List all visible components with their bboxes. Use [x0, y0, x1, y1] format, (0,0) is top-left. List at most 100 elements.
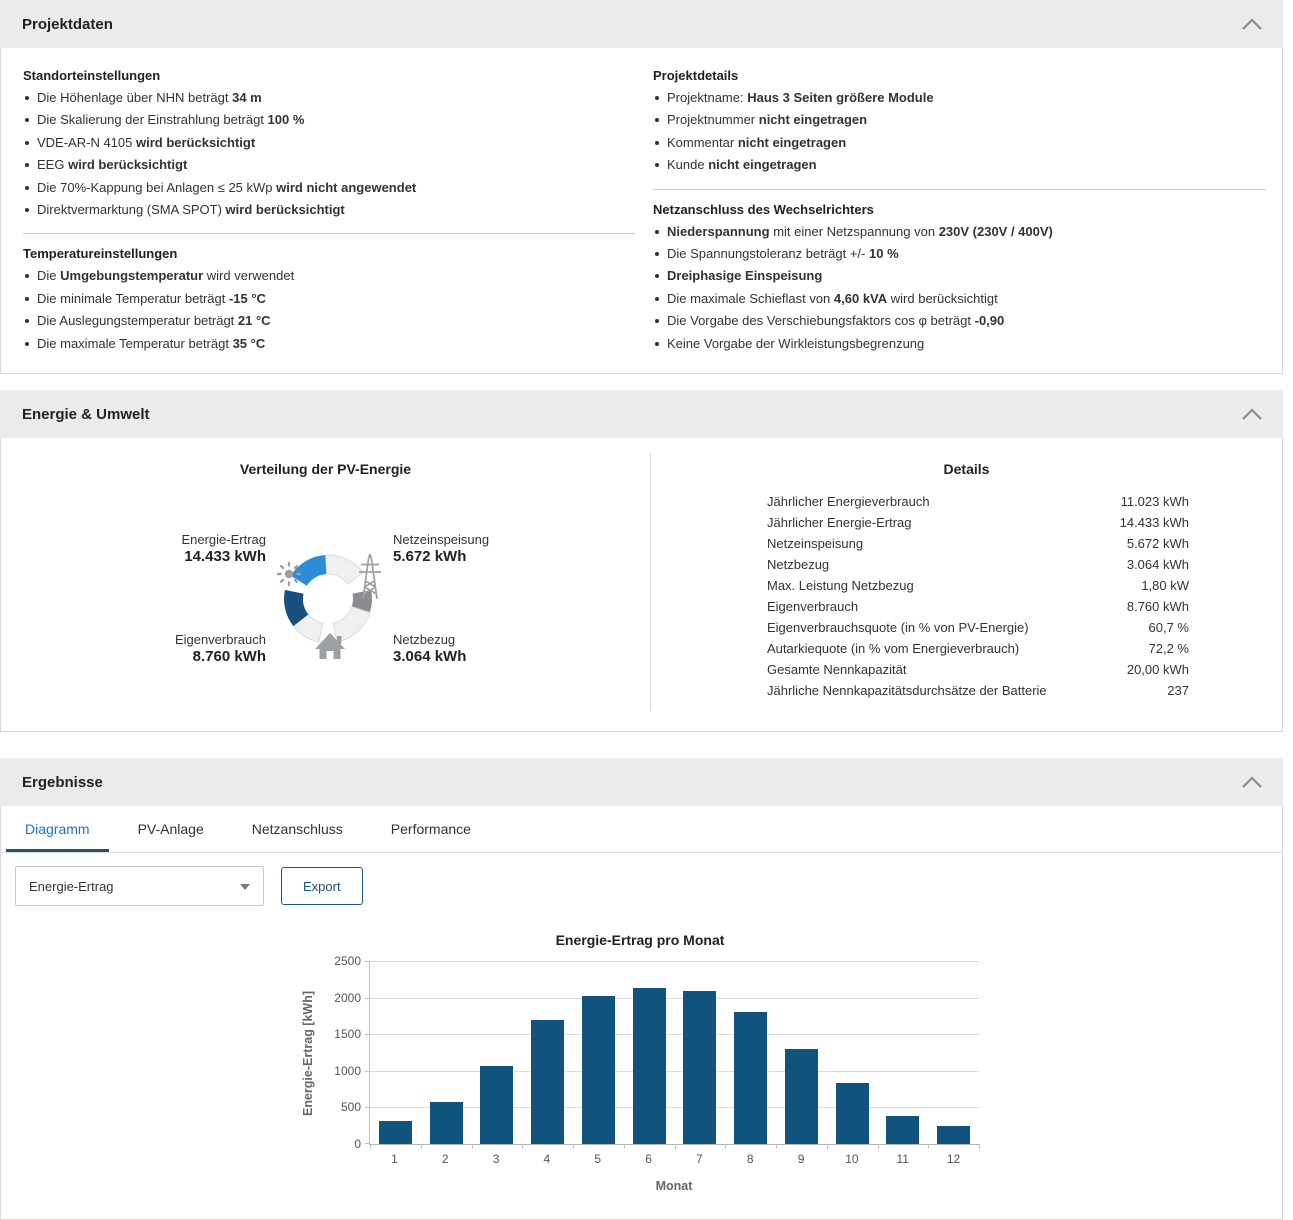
collapse-ergebnisse-button[interactable]: [1241, 776, 1263, 789]
tab-pv-anlage[interactable]: PV-Anlage: [137, 821, 204, 838]
bar-slot: [675, 962, 726, 1145]
bar-month-11: [886, 1116, 920, 1145]
x-tick-mark: [623, 1144, 625, 1150]
x-tick-mark: [725, 1144, 727, 1150]
details-row-label: Netzeinspeisung: [767, 536, 864, 552]
ergebnisse-body: Diagramm PV-Anlage Netzanschluss Performanc…: [0, 806, 1283, 1220]
temperatur-list: Die Umgebungstemperatur wird verwendet Di…: [23, 265, 635, 355]
chevron-up-icon: [1242, 408, 1262, 420]
bar-month-10: [835, 1082, 869, 1145]
bullet-item: Niederspannung mit einer Netzspannung vo…: [653, 221, 1266, 243]
x-axis-title: Monat: [655, 1179, 693, 1194]
bullet-item: Die Spannungstoleranz beträgt +/- 10 %: [653, 243, 1266, 265]
bullet-item: Die Skalierung der Einstrahlung beträgt …: [23, 109, 635, 131]
x-tick-mark: [573, 1144, 574, 1150]
x-tick-mark: [776, 1144, 777, 1150]
projektdaten-header: Projektdaten: [0, 0, 1283, 48]
details-row: Jährlicher Energie-Ertrag 14.433 kWh: [767, 512, 1189, 533]
x-tick-label: 1: [391, 1152, 398, 1167]
chart-type-select-value: Energie-Ertrag: [29, 878, 114, 894]
donut-title: Verteilung der PV-Energie: [239, 461, 412, 478]
bullet-item: VDE-AR-N 4105 wird berücksichtigt: [23, 132, 635, 154]
bar-month-2: [429, 1102, 463, 1145]
energie-body: Verteilung der PV-Energie: [0, 438, 1283, 733]
x-axis-labels: 1 2 3 4 5 6 7 8 9 10 11 12: [369, 1145, 979, 1166]
y-tick-mark: [365, 1034, 370, 1036]
details-row-value: 14.433 kWh: [1119, 515, 1189, 531]
gridline: [370, 1070, 979, 1072]
energie-title: Energie & Umwelt: [22, 405, 150, 423]
details-row: Netzbezug 3.064 kWh: [767, 554, 1189, 575]
plot-area: 0 500 1000 1500 2000 2500: [334, 954, 980, 1151]
details-row-value: 3.064 kWh: [1126, 557, 1189, 573]
x-tick-mark: [420, 1144, 422, 1150]
donut-segment: [351, 589, 372, 613]
y-tick-mark: [365, 1143, 370, 1145]
bar-slot: [878, 962, 929, 1145]
donut-segment: [290, 555, 327, 586]
x-tick-label: 3: [492, 1152, 500, 1167]
tab-netzanschluss[interactable]: Netzanschluss: [251, 821, 343, 838]
details-row-label: Eigenverbrauch: [767, 599, 859, 615]
bullet-item: Projektnummer nicht eingetragen: [653, 109, 1266, 131]
chart-controls: Energie-Ertrag Export: [1, 853, 1282, 907]
details-row-value: 20,00 kWh: [1126, 662, 1189, 678]
details-title: Details: [943, 461, 990, 478]
results-tabbar: Diagramm PV-Anlage Netzanschluss Performanc…: [1, 806, 1282, 854]
details-row: Max. Leistung Netzbezug 1,80 kW: [767, 575, 1189, 596]
bullet-item: Direktvermarktung (SMA SPOT) wird berück…: [23, 199, 635, 221]
x-tick-label: 4: [543, 1152, 551, 1167]
projektdaten-title: Projektdaten: [22, 15, 113, 33]
details-row: Jährlicher Energieverbrauch 11.023 kWh: [767, 491, 1189, 512]
x-tick-mark: [471, 1144, 473, 1150]
x-tick-label: 11: [896, 1152, 909, 1167]
x-tick-mark: [826, 1144, 828, 1150]
pv-distribution-donut: [276, 553, 381, 660]
y-tick-label: 0: [354, 1137, 361, 1152]
y-axis-title: Energie-Ertrag [kWh]: [301, 991, 315, 1117]
y-tick-mark: [365, 1107, 370, 1109]
export-button[interactable]: Export: [281, 867, 363, 906]
details-row: Eigenverbrauch 8.760 kWh: [767, 596, 1189, 617]
bar-month-5: [581, 996, 615, 1145]
bar-month-7: [683, 991, 717, 1145]
x-tick-label: 5: [594, 1152, 602, 1167]
bar-month-9: [784, 1048, 818, 1145]
details-row-value: 8.760 kWh: [1126, 599, 1189, 615]
bullet-item: Die 70%-Kappung bei Anlagen ≤ 25 kWp wir…: [23, 177, 635, 199]
details-row-value: 5.672 kWh: [1126, 536, 1189, 552]
details-table: Jährlicher Energieverbrauch 11.023 kWh Jäh…: [767, 491, 1189, 701]
gridline: [370, 1034, 979, 1036]
details-row-label: Eigenverbrauchsquote (in % von PV-Energi…: [767, 620, 1029, 636]
bar-slot: [421, 962, 472, 1145]
bar-slot: [624, 962, 675, 1145]
bullet-item: Die maximale Temperatur beträgt 35 °C: [23, 333, 635, 355]
x-tick-label: 7: [696, 1152, 703, 1167]
details-row-label: Max. Leistung Netzbezug: [767, 578, 914, 594]
details-row: Netzeinspeisung 5.672 kWh: [767, 533, 1189, 554]
pv-distribution-panel: Verteilung der PV-Energie: [1, 452, 650, 711]
bar-month-8: [734, 1011, 768, 1145]
tab-diagramm[interactable]: Diagramm: [6, 806, 109, 853]
details-row-label: Gesamte Nennkapazität: [767, 662, 907, 678]
x-tick-label: 2: [441, 1152, 449, 1167]
collapse-projektdaten-button[interactable]: [1241, 17, 1263, 31]
projektdetails-list: Projektname: Haus 3 Seiten größere Modul…: [653, 87, 1266, 177]
netzanschluss-heading: Netzanschluss des Wechselrichters: [653, 201, 874, 217]
x-tick-label: 6: [645, 1152, 652, 1167]
chevron-down-icon: [240, 884, 250, 891]
details-row-value: 11.023 kWh: [1120, 494, 1189, 510]
details-row: Gesamte Nennkapazität 20,00 kWh: [767, 659, 1189, 680]
x-tick-mark: [928, 1144, 930, 1150]
collapse-energie-button[interactable]: [1241, 408, 1263, 421]
bar-slot: [370, 962, 421, 1145]
y-tick-mark: [365, 1070, 370, 1072]
chart-type-select[interactable]: Energie-Ertrag: [15, 866, 264, 907]
sun-icon: [276, 561, 302, 587]
bullet-item: Die maximale Schieflast von 4,60 kVA wir…: [653, 288, 1266, 310]
tab-performance[interactable]: Performance: [390, 821, 471, 838]
bullet-item: Die Auslegungstemperatur beträgt 21 °C: [23, 310, 635, 332]
bar-month-12: [937, 1125, 971, 1145]
bullet-item: Projektname: Haus 3 Seiten größere Modul…: [653, 87, 1266, 109]
